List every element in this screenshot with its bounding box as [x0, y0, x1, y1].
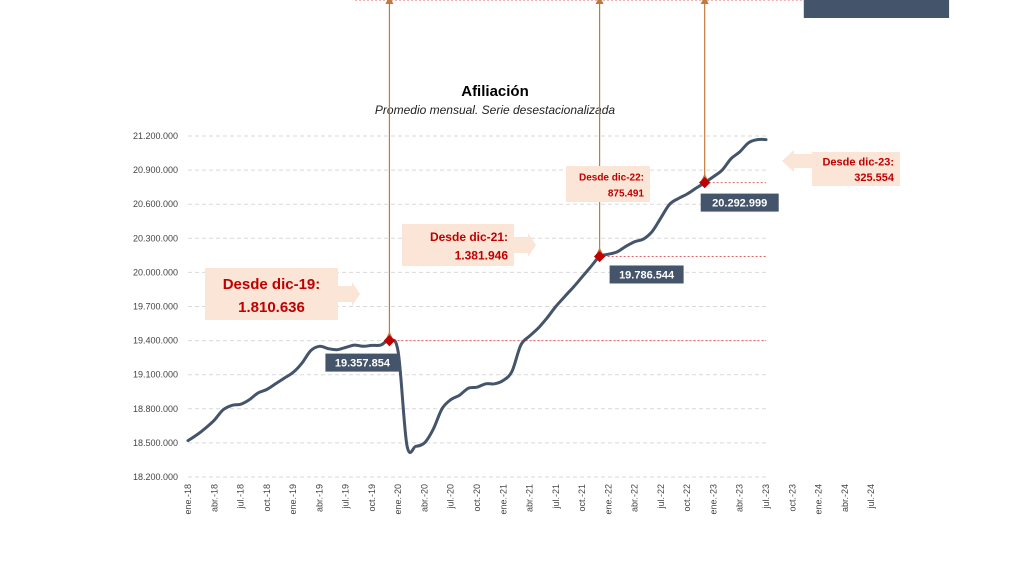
change-callout: Desde dic-21: 1.381.946	[402, 224, 536, 266]
x-tick-label: oct.-19	[367, 484, 377, 512]
data-label-layer: 19.357.854 19.786.544 20.292.999 20.842.936…	[325, 0, 950, 372]
x-tick-label: ene.-24	[814, 484, 824, 515]
data-label-text: 19.786.544	[619, 269, 675, 281]
y-tick-label: 19.100.000	[133, 370, 178, 380]
x-tick-label: jul.-21	[551, 484, 561, 510]
callout-box	[812, 152, 900, 186]
callout-pointer	[782, 150, 812, 172]
x-tick-label: ene.-19	[288, 484, 298, 515]
highlight-marker	[593, 250, 606, 263]
x-tick-label: jul.-19	[341, 484, 351, 510]
change-callout: Desde dic-19: 1.810.636	[205, 268, 360, 320]
series-layer	[186, 137, 768, 455]
callout-value: 1.381.946	[455, 249, 509, 263]
x-tick-label: abr.-21	[525, 484, 535, 512]
y-tick-label: 18.500.000	[133, 438, 178, 448]
x-tick-label: ene.-20	[393, 484, 403, 515]
x-tick-label: oct.-22	[682, 484, 692, 512]
data-label-box	[325, 353, 400, 372]
highlight-marker	[383, 334, 396, 347]
callout-value: 875.491	[608, 189, 645, 200]
y-tick-label: 18.200.000	[133, 472, 178, 482]
data-label-box	[877, 0, 950, 18]
callout-pointer	[514, 233, 536, 257]
x-tick-label: abr.-19	[314, 484, 324, 512]
callout-value: 325.554	[854, 172, 895, 184]
y-tick-label: 19.700.000	[133, 302, 178, 312]
callout-title: Desde dic-19:	[223, 276, 321, 293]
x-tick-label: jul.-20	[446, 484, 456, 510]
x-tick-label: ene.-21	[498, 484, 508, 515]
x-tick-label: oct.-20	[472, 484, 482, 512]
data-label-text: 20.292.999	[712, 198, 767, 210]
chart-subtitle: Promedio mensual. Serie desestacionaliza…	[375, 103, 615, 117]
data-label-text: 21.168.490	[886, 0, 941, 3]
x-tick-label: jul.-23	[761, 484, 771, 510]
callout-title: Desde dic-22:	[579, 172, 644, 183]
y-tick-label: 20.300.000	[133, 233, 178, 243]
y-axis: 18.200.000 18.500.000 18.800.000 19.100.000…	[133, 131, 178, 482]
data-label-box	[609, 265, 684, 284]
callout-box	[566, 166, 650, 202]
reference-lines	[355, 0, 810, 342]
data-label: 20.842.936	[803, 0, 878, 18]
data-label-box	[700, 193, 779, 212]
callout-pointer	[338, 282, 360, 306]
x-tick-label: abr.-18	[209, 484, 219, 512]
y-tick-label: 19.400.000	[133, 336, 178, 346]
callout-title: Desde dic-21:	[430, 230, 508, 244]
callout-box	[402, 224, 514, 266]
x-tick-label: ene.-22	[603, 484, 613, 515]
y-tick-label: 20.900.000	[133, 165, 178, 175]
y-tick-label: 20.600.000	[133, 199, 178, 209]
y-tick-label: 18.800.000	[133, 404, 178, 414]
x-tick-label: abr.-22	[630, 484, 640, 512]
data-label: 20.292.999	[700, 193, 779, 212]
series-line	[186, 137, 768, 455]
data-label-text: 20.842.936	[813, 0, 868, 3]
x-tick-label: jul.-22	[656, 484, 666, 510]
data-label: 19.357.854	[325, 353, 400, 372]
callout-layer: Desde dic-19: 1.810.636 Desde dic-21: 1.381…	[205, 150, 900, 320]
data-label: 21.168.490	[877, 0, 950, 18]
data-label: 19.786.544	[609, 265, 684, 284]
change-callout: Desde dic-22: 875.491	[566, 166, 650, 202]
callout-title: Desde dic-23:	[822, 157, 894, 169]
change-callout: Desde dic-23: 325.554	[782, 150, 900, 186]
x-tick-label: ene.-23	[708, 484, 718, 515]
data-label-text: 19.357.854	[335, 358, 391, 370]
x-tick-label: oct.-21	[577, 484, 587, 512]
highlight-marker	[699, 176, 711, 189]
chart-title: Afiliación	[461, 83, 529, 100]
x-tick-label: ene.-18	[183, 484, 193, 515]
callout-box	[205, 268, 338, 320]
x-tick-label: abr.-20	[419, 484, 429, 512]
data-label-box	[803, 0, 878, 18]
x-tick-label: jul.-18	[236, 484, 246, 510]
y-tick-label: 20.000.000	[133, 267, 178, 277]
x-tick-label: jul.-24	[866, 484, 876, 510]
x-tick-label: abr.-23	[735, 484, 745, 512]
x-tick-label: oct.-23	[787, 484, 797, 512]
y-tick-label: 21.200.000	[133, 131, 178, 141]
arrow-layer	[385, 0, 809, 340]
x-tick-label: abr.-24	[840, 484, 850, 512]
x-tick-label: oct.-18	[262, 484, 272, 512]
x-axis: ene.-18 abr.-18 jul.-18 oct.-18 ene.-19 abr.-…	[183, 484, 876, 515]
callout-value: 1.810.636	[238, 299, 305, 316]
